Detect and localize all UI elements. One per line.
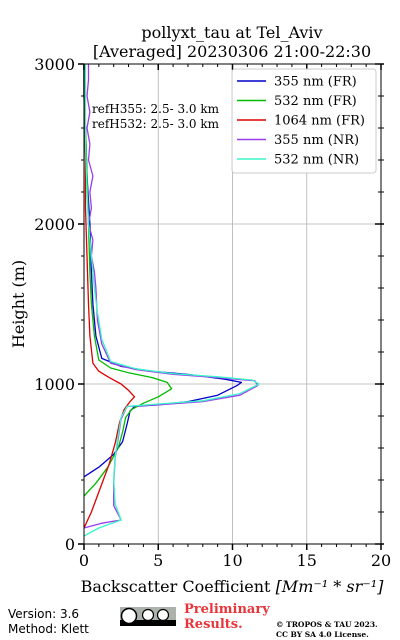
series-line-0 <box>83 64 243 478</box>
version-label: Version: 3.6 <box>8 607 80 621</box>
preliminary-line-1: Preliminary <box>184 602 270 617</box>
cc-by-sa-license-icon <box>120 607 176 626</box>
legend: 355 nm (FR) 532 nm (FR) 1064 nm (FR) 355 nm… <box>231 68 377 174</box>
method-label: Method: Klett <box>8 622 89 636</box>
x-tick-label-3: 15 <box>297 551 317 570</box>
copyright-notice: © TROPOS & TAU 2023. CC BY SA 4.0 Licens… <box>276 620 378 640</box>
preliminary-results-notice: Preliminary Results. <box>184 602 270 632</box>
legend-label-1: 532 nm (FR) <box>274 94 357 109</box>
x-axis-label-text: Backscatter Coefficient <box>81 577 276 596</box>
legend-label-4: 532 nm (NR) <box>274 153 359 168</box>
series-line-4 <box>83 64 260 537</box>
y-tick-label-0: 0 <box>65 535 75 554</box>
x-tick-label-0: 0 <box>79 551 89 570</box>
legend-label-3: 355 nm (NR) <box>274 133 359 148</box>
copyright-line-1: © TROPOS & TAU 2023. <box>276 620 378 629</box>
y-tick-label-3: 3000 <box>34 55 75 74</box>
chart-title-line-2: [Averaged] 20230306 21:00-22:30 <box>93 42 371 61</box>
annotation-refh532: refH532: 2.5- 3.0 km <box>92 117 220 131</box>
legend-box <box>231 68 377 174</box>
axis-ticks: 0 5 10 15 20 0 1000 2000 3000 <box>34 55 391 570</box>
x-tick-label-2: 10 <box>222 551 242 570</box>
chart-title-line-1: pollyxt_tau at Tel_Aviv <box>141 23 322 42</box>
x-axis-label-unit: [Mm⁻¹ * sr⁻¹] <box>276 577 385 596</box>
legend-label-0: 355 nm (FR) <box>274 75 357 90</box>
legend-label-2: 1064 nm (FR) <box>274 114 365 129</box>
copyright-line-2: CC BY SA 4.0 License. <box>276 630 369 639</box>
x-axis-label: Backscatter Coefficient [Mm⁻¹ * sr⁻¹] <box>81 577 384 596</box>
x-tick-label-4: 20 <box>371 551 391 570</box>
y-axis-label: Height (m) <box>9 260 28 348</box>
y-tick-label-1: 1000 <box>34 375 75 394</box>
x-tick-label-1: 5 <box>153 551 163 570</box>
annotation-refh355: refH355: 2.5- 3.0 km <box>92 102 220 116</box>
y-tick-label-2: 2000 <box>34 215 75 234</box>
series-layer <box>83 64 260 537</box>
preliminary-line-2: Results. <box>184 617 243 632</box>
series-line-2 <box>83 64 136 529</box>
